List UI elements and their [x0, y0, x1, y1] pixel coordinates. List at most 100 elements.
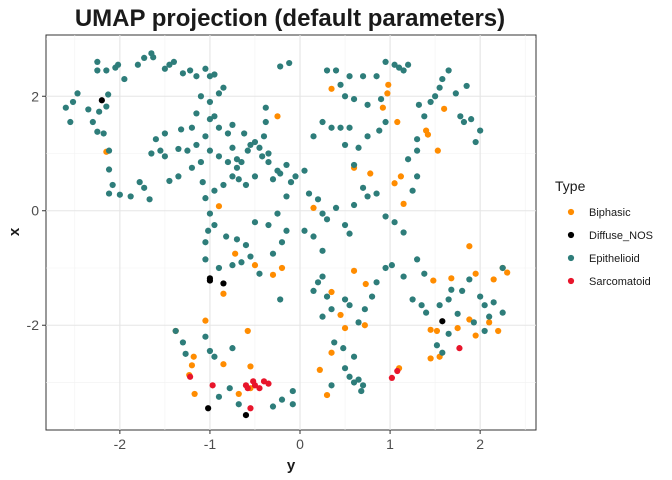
point-epithelioid — [445, 330, 452, 337]
point-biphasic — [232, 250, 239, 257]
point-epithelioid — [341, 93, 349, 100]
point-epithelioid — [229, 173, 236, 180]
point-epithelioid — [337, 124, 344, 131]
point-epithelioid — [314, 279, 322, 286]
point-epithelioid — [229, 345, 236, 352]
point-epithelioid — [328, 382, 335, 389]
point-biphasic — [490, 276, 497, 283]
point-epithelioid — [178, 126, 185, 133]
point-epithelioid — [69, 98, 77, 106]
point-epithelioid — [202, 333, 209, 340]
point-biphasic — [191, 390, 198, 398]
point-epithelioid — [373, 279, 380, 286]
point-sarcomatoid — [265, 380, 272, 387]
legend-key-biphasic — [567, 208, 575, 216]
point-epithelioid — [283, 227, 290, 234]
point-biphasic — [430, 277, 437, 284]
point-biphasic — [434, 147, 441, 154]
x-axis-ticks: -2 -1 0 1 2 — [114, 430, 484, 452]
legend: Type Biphasic Diffuse_NOS Epithelioid Sarco… — [555, 178, 653, 288]
point-epithelioid — [157, 147, 164, 154]
point-epithelioid — [62, 104, 69, 111]
point-epithelioid — [67, 118, 74, 126]
point-epithelioid — [286, 59, 293, 67]
point-epithelioid — [423, 309, 430, 316]
point-epithelioid — [283, 161, 290, 169]
point-epithelioid — [277, 296, 284, 303]
point-biphasic — [328, 85, 335, 92]
point-epithelioid — [359, 382, 367, 389]
point-epithelioid — [233, 164, 241, 171]
point-epithelioid — [85, 106, 92, 113]
point-epithelioid — [242, 181, 250, 189]
point-biphasic — [215, 203, 223, 210]
point-epithelioid — [436, 302, 443, 309]
point-biphasic — [328, 288, 335, 296]
point-biphasic — [362, 280, 369, 288]
point-epithelioid — [247, 253, 254, 260]
point-biphasic — [251, 262, 259, 269]
point-epithelioid — [229, 144, 236, 151]
point-biphasic — [350, 267, 358, 274]
point-epithelioid — [105, 190, 113, 197]
point-epithelioid — [105, 147, 113, 154]
point-biphasic — [400, 200, 407, 207]
point-biphasic — [454, 325, 461, 332]
point-biphasic — [379, 104, 386, 111]
point-epithelioid — [319, 273, 326, 280]
point-biphasic — [190, 353, 197, 360]
point-epithelioid — [486, 313, 493, 320]
point-epithelioid — [382, 58, 389, 66]
point-epithelioid — [350, 379, 358, 386]
point-epithelioid — [193, 73, 200, 80]
point-epithelioid — [199, 179, 206, 186]
point-sarcomatoid — [256, 385, 263, 392]
point-epithelioid — [319, 247, 326, 254]
point-epithelioid — [229, 121, 236, 128]
point-biphasic — [433, 327, 441, 335]
point-biphasic — [316, 366, 323, 373]
point-epithelioid — [242, 241, 250, 249]
point-epithelioid — [368, 293, 376, 300]
point-epithelioid — [350, 96, 358, 103]
point-epithelioid — [382, 213, 389, 220]
legend-key-epithelioid — [567, 254, 575, 262]
point-epithelioid — [278, 239, 286, 246]
point-epithelioid — [211, 71, 218, 78]
point-biphasic — [244, 327, 251, 335]
point-epithelioid — [415, 101, 423, 108]
point-epithelioid — [148, 150, 155, 157]
point-epithelioid — [166, 177, 173, 185]
point-epithelioid — [265, 150, 272, 157]
point-epithelioid — [350, 201, 358, 209]
point-epithelioid — [100, 130, 107, 137]
point-epithelioid — [331, 339, 338, 346]
point-epithelioid — [323, 67, 331, 74]
point-epithelioid — [414, 147, 421, 154]
point-epithelioid — [477, 293, 484, 300]
x-tick-label: 1 — [386, 436, 394, 452]
legend-key-sarcomatoid — [567, 277, 575, 285]
point-epithelioid — [206, 210, 214, 217]
point-epithelioid — [172, 327, 179, 335]
point-epithelioid — [346, 373, 353, 380]
point-epithelioid — [481, 327, 488, 335]
point-biphasic — [472, 332, 479, 339]
point-epithelioid — [466, 276, 473, 283]
point-epithelioid — [460, 118, 468, 126]
point-epithelioid — [202, 256, 209, 263]
point-epithelioid — [179, 339, 187, 346]
point-biphasic — [495, 327, 502, 335]
point-epithelioid — [188, 164, 196, 171]
point-epithelioid — [289, 387, 296, 395]
point-epithelioid — [206, 347, 214, 355]
point-epithelioid — [319, 210, 326, 217]
point-epithelioid — [439, 75, 446, 83]
point-epithelioid — [328, 306, 335, 313]
point-epithelioid — [499, 264, 506, 272]
point-epithelioid — [310, 287, 317, 294]
y-axis-title: x — [6, 227, 23, 236]
point-epithelioid — [251, 138, 259, 146]
y-tick-label: 2 — [31, 88, 39, 104]
point-epithelioid — [235, 176, 242, 183]
